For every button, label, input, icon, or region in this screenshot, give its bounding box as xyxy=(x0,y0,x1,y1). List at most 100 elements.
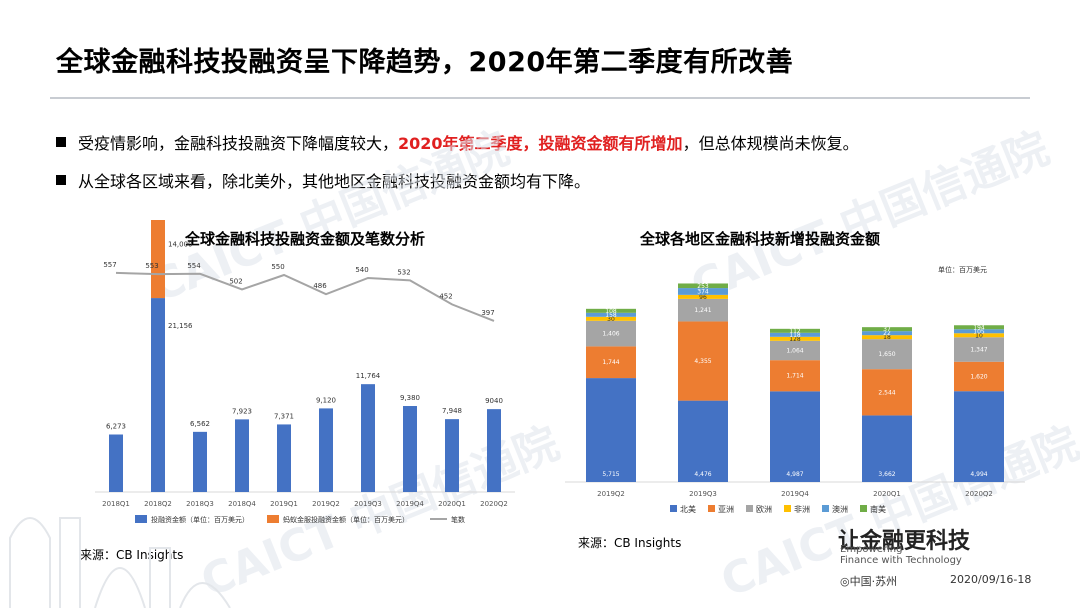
count-line xyxy=(115,271,495,322)
line-label: 397 xyxy=(481,309,494,317)
x-tick-label: 2020Q2 xyxy=(965,490,993,498)
bullet-1-highlight: 2020年第二季度，投融资金额有所增加 xyxy=(398,134,683,153)
segment-label: 158 xyxy=(605,312,617,319)
segment-label: 22 xyxy=(883,330,891,337)
line-label: 486 xyxy=(313,282,327,290)
logo-place: ◎中国·苏州 xyxy=(840,575,898,588)
x-tick-label: 2020Q1 xyxy=(873,490,901,498)
legend-label: 南美 xyxy=(870,504,886,514)
bar-segment xyxy=(954,361,1004,392)
bar-segment xyxy=(678,294,728,299)
segment-label: 4,355 xyxy=(694,358,711,365)
legend-label: 北美 xyxy=(680,504,696,514)
legend-label-count: 笔数 xyxy=(451,515,465,524)
bar-amount xyxy=(487,409,501,492)
segment-label: 105 xyxy=(973,328,985,335)
line-label: 540 xyxy=(355,266,368,274)
bar-amount xyxy=(403,406,417,492)
segment-label: 118 xyxy=(789,332,801,339)
line-label: 452 xyxy=(439,292,452,300)
bar-segment xyxy=(862,369,912,416)
bullet-1-text-b: ，但总体规模尚未恢复。 xyxy=(682,134,859,153)
segment-label: 5,715 xyxy=(602,471,619,478)
page-title: 全球金融科技投融资呈下降趋势，2020年第二季度有所改善 xyxy=(56,47,794,78)
segment-label: 4,994 xyxy=(970,471,987,478)
x-tick-label: 2019Q4 xyxy=(781,490,809,498)
bar-segment xyxy=(954,329,1004,334)
segment-label: 18 xyxy=(883,334,891,341)
segment-label: 1,347 xyxy=(970,347,987,354)
x-tick-label: 2019Q1 xyxy=(270,500,298,508)
segment-label: 1,241 xyxy=(694,307,711,314)
segment-label: 2,544 xyxy=(878,389,895,396)
x-tick-label: 2020Q2 xyxy=(480,500,508,508)
legend-swatch xyxy=(860,505,867,512)
segment-label: 128 xyxy=(789,336,801,343)
line-label: 554 xyxy=(187,262,201,270)
logo-date: 2020/09/16-18 xyxy=(950,573,1032,586)
bar-segment xyxy=(586,316,636,321)
bar-segment xyxy=(954,391,1004,482)
bar-segment xyxy=(678,400,728,482)
bar-segment xyxy=(586,378,636,482)
bar-segment xyxy=(586,308,636,313)
legend-swatch xyxy=(708,505,715,512)
bar-amount xyxy=(193,431,207,492)
amount-count-chart: 全球金融科技投融资金额及笔数分析 6,273 2018Q1 14,000 21,156 2… xyxy=(95,220,515,524)
segment-label: 1,064 xyxy=(786,347,803,354)
unit-label: 单位：百万美元 xyxy=(938,265,987,274)
bar-segment xyxy=(678,321,728,401)
right-source: 来源：CB Insights xyxy=(578,536,682,550)
ant-label: 14,000 xyxy=(168,241,193,249)
bar-segment xyxy=(770,332,820,337)
bullet-2: 从全球各区域来看，除北美外，其他地区金融科技投融资金额均有下降。 xyxy=(56,168,590,192)
bar-segment xyxy=(862,331,912,336)
bar-segment xyxy=(678,298,728,322)
x-tick-label: 2019Q3 xyxy=(689,490,717,498)
bullet-square-icon xyxy=(56,175,66,185)
x-tick-label: 2019Q4 xyxy=(396,500,424,508)
line-label: 550 xyxy=(271,263,284,271)
bar-label: 9,380 xyxy=(400,394,420,402)
segment-label: 1,714 xyxy=(786,373,803,380)
bar-ant xyxy=(151,220,165,299)
legend-label: 非洲 xyxy=(794,504,810,514)
bar-label: 6,562 xyxy=(190,420,210,428)
legend-swatch xyxy=(822,505,829,512)
bar-segment xyxy=(770,328,820,333)
legend-swatch-ant xyxy=(267,515,279,523)
segment-label: 253 xyxy=(697,283,709,290)
segment-label: 37 xyxy=(883,326,891,333)
bar-label: 7,948 xyxy=(442,407,462,415)
segment-label: 108 xyxy=(605,308,617,315)
legend-label: 澳洲 xyxy=(832,504,848,514)
x-tick-label: 2019Q2 xyxy=(597,490,625,498)
x-tick-label: 2019Q3 xyxy=(354,500,382,508)
skyline-decoration xyxy=(9,517,231,608)
bar-label: 6,273 xyxy=(106,422,126,430)
event-logo: 让金融更科技 Empowering Finance with Technolog… xyxy=(838,523,1048,589)
segment-label: 96 xyxy=(699,294,707,301)
segment-label: 1,406 xyxy=(602,331,619,338)
bar-segment xyxy=(954,337,1004,362)
bullet-1: 受疫情影响，金融科技投融资下降幅度较大， 2020年第二季度，投融资金额有所增加… xyxy=(56,130,859,154)
x-tick-label: 2018Q1 xyxy=(102,500,130,508)
bar-label: 7,923 xyxy=(232,407,252,415)
line-label: 553 xyxy=(145,262,158,270)
legend-label-ant: 蚂蚁金服投融资金额（单位：百万美元） xyxy=(283,515,409,524)
bar-label: 9040 xyxy=(485,397,503,405)
bar-amount xyxy=(109,434,123,492)
bar-segment xyxy=(586,346,636,379)
bar-segment xyxy=(678,288,728,295)
bar-segment xyxy=(954,325,1004,330)
bar-label: 7,371 xyxy=(274,412,294,420)
segment-label: 194 xyxy=(973,324,985,331)
bar-label: 11,764 xyxy=(356,372,381,380)
legend-swatch xyxy=(784,505,791,512)
segment-label: 4,987 xyxy=(786,471,803,478)
line-label: 502 xyxy=(229,277,242,285)
x-tick-label: 2020Q1 xyxy=(438,500,466,508)
logo-sub1: Empowering xyxy=(840,544,903,555)
segment-label: 1,620 xyxy=(970,373,987,380)
